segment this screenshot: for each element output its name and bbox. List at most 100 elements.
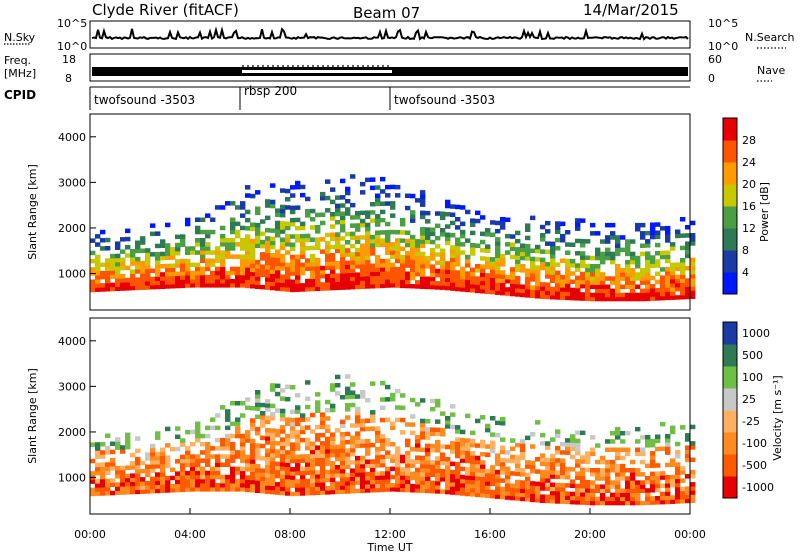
heatmap-cell [310, 278, 316, 283]
heatmap-cell [600, 288, 606, 294]
heatmap-cell [455, 441, 461, 446]
heatmap-cell [330, 432, 336, 437]
heatmap-cell [650, 488, 656, 493]
heatmap-cell [180, 271, 186, 276]
heatmap-cell [115, 286, 121, 291]
heatmap-cell [590, 264, 596, 269]
heatmap-cell [495, 228, 501, 234]
heatmap-cell [335, 383, 341, 388]
heatmap-cell [180, 234, 186, 239]
heatmap-cell [290, 471, 296, 476]
heatmap-cell [335, 444, 341, 449]
heatmap-cell [270, 432, 276, 437]
heatmap-cell [595, 280, 601, 285]
heatmap-cell [340, 460, 346, 466]
heatmap-cell [270, 261, 276, 266]
heatmap-cell [305, 266, 311, 271]
heatmap-cell [410, 243, 416, 248]
heatmap-cell [460, 478, 466, 484]
heatmap-cell [495, 420, 501, 426]
heatmap-cell [325, 399, 331, 405]
heatmap-cell [320, 265, 326, 271]
heatmap-cell [220, 437, 226, 443]
heatmap-cell [330, 212, 336, 217]
heatmap-cell [525, 497, 531, 502]
heatmap-cell [350, 443, 356, 449]
heatmap-cell [435, 244, 441, 249]
heatmap-cell [660, 287, 666, 293]
heatmap-cell [445, 232, 451, 237]
heatmap-cell [560, 221, 566, 227]
heatmap-cell [150, 464, 156, 469]
heatmap-cell [665, 238, 671, 243]
heatmap-cell [365, 243, 371, 248]
heatmap-cell [365, 222, 371, 228]
heatmap-cell [235, 254, 241, 259]
heatmap-cell [135, 277, 141, 282]
heatmap-cell [380, 462, 386, 468]
heatmap-cell [220, 225, 226, 231]
heatmap-cell [495, 486, 501, 491]
heatmap-cell [630, 288, 636, 294]
heatmap-cell [255, 398, 261, 403]
heatmap-cell [595, 468, 601, 473]
heatmap-cell [680, 494, 686, 500]
heatmap-cell [165, 247, 171, 252]
heatmap-cell [335, 391, 341, 396]
heatmap-cell [300, 225, 306, 231]
heatmap-cell [275, 224, 281, 230]
heatmap-cell [405, 242, 411, 248]
heatmap-cell [610, 500, 616, 506]
heatmap-cell [690, 494, 696, 499]
heatmap-cell [385, 479, 391, 484]
heatmap-cell [240, 254, 246, 259]
heatmap-cell [200, 279, 206, 284]
heatmap-cell [640, 451, 646, 457]
heatmap-cell [200, 483, 206, 488]
heatmap-cell [530, 273, 536, 278]
heatmap-cell [455, 249, 461, 255]
heatmap-cell [365, 230, 371, 236]
heatmap-cell [240, 201, 246, 206]
heatmap-cell [520, 472, 526, 477]
heatmap-cell [475, 243, 481, 248]
heatmap-cell [325, 428, 331, 433]
heatmap-cell [480, 268, 486, 273]
heatmap-cell [440, 232, 446, 237]
heatmap-cell [465, 209, 471, 215]
heatmap-cell [95, 446, 101, 451]
heatmap-cell [455, 225, 461, 230]
heatmap-cell [595, 443, 601, 448]
heatmap-cell [265, 436, 271, 441]
heatmap-cell [690, 237, 696, 242]
heatmap-cell [425, 280, 431, 286]
heatmap-cell [160, 468, 166, 473]
heatmap-cell [235, 466, 241, 472]
heatmap-cell [485, 493, 491, 498]
heatmap-cell [410, 193, 416, 199]
heatmap-cell [525, 472, 531, 477]
heatmap-cell [355, 227, 361, 232]
heatmap-cell [205, 258, 211, 263]
heatmap-cell [180, 483, 186, 488]
heatmap-cell [415, 402, 421, 407]
heatmap-cell [670, 429, 676, 435]
freq-tick-bottom: 8 [65, 72, 72, 85]
heatmap-cell [585, 500, 591, 506]
heatmap-cell [420, 231, 426, 236]
heatmap-cell [330, 277, 336, 283]
heatmap-cell [655, 259, 661, 264]
heatmap-cell [550, 258, 556, 263]
heatmap-cell [100, 246, 106, 251]
heatmap-cell [605, 288, 611, 294]
heatmap-cell [125, 245, 131, 250]
heatmap-cell [370, 381, 376, 386]
heatmap-cell [285, 474, 291, 480]
heatmap-cell [240, 246, 246, 251]
heatmap-cell [225, 238, 231, 243]
heatmap-cell [470, 463, 476, 468]
heatmap-cell [230, 446, 236, 451]
heatmap-cell [100, 238, 106, 243]
heatmap-cell [485, 423, 491, 429]
heatmap-cell [195, 466, 201, 472]
